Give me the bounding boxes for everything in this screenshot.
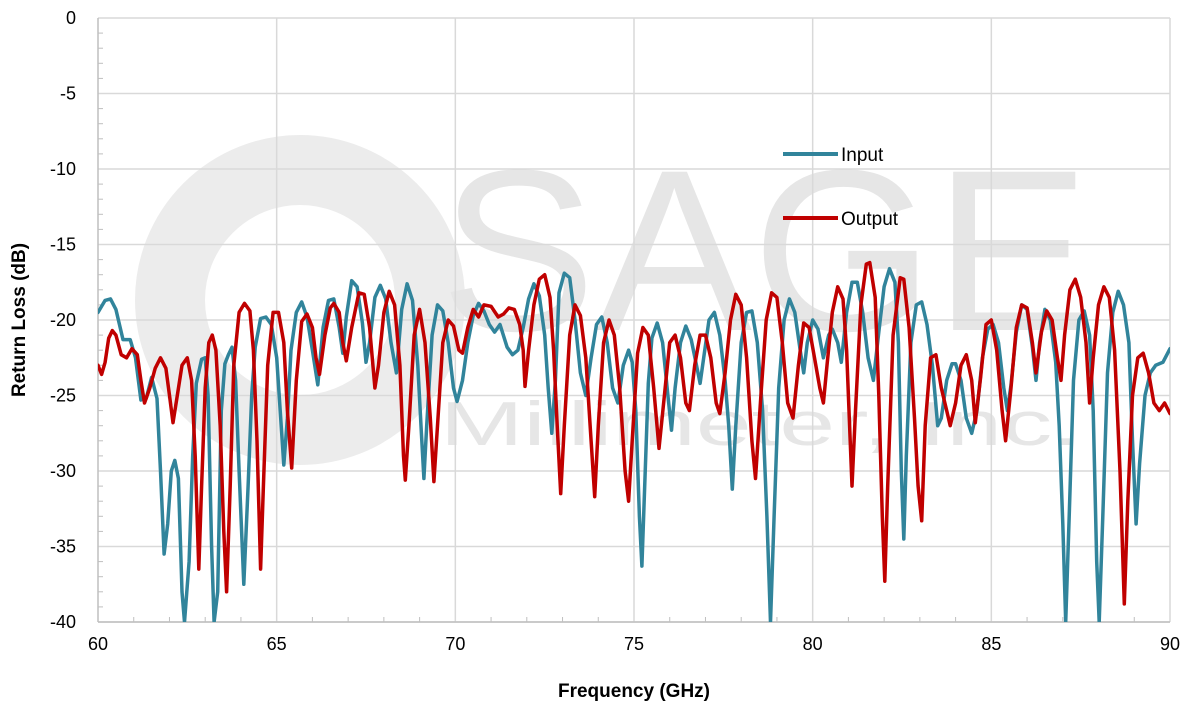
x-tick-label: 75: [624, 634, 644, 654]
series-layer: [98, 260, 1170, 622]
y-tick-label: -20: [50, 310, 76, 330]
x-tick-label: 85: [981, 634, 1001, 654]
y-axis-title: Return Loss (dB): [9, 243, 30, 397]
y-tick-label: -30: [50, 461, 76, 481]
legend-output-label: Output: [841, 209, 899, 230]
y-tick-label: -15: [50, 235, 76, 255]
legend-input-label: Input: [841, 145, 884, 166]
x-tick-label: 80: [803, 634, 823, 654]
legend: Input Output: [783, 145, 899, 230]
y-tick-label: 0: [66, 8, 76, 28]
x-tick-label: 60: [88, 634, 108, 654]
x-tick-labels: 60 65 70 75 80 85 90: [88, 634, 1180, 654]
y-tick-labels: 0 -5 -10 -15 -20 -25 -30 -35 -40: [50, 8, 76, 632]
y-tick-label: -25: [50, 386, 76, 406]
series-line-output: [98, 260, 1170, 606]
x-axis-title: Frequency (GHz): [558, 681, 710, 702]
y-tick-label: -10: [50, 159, 76, 179]
y-tick-label: -5: [60, 84, 76, 104]
y-tick-label: -35: [50, 537, 76, 557]
watermark-swoosh-icon: [135, 135, 465, 465]
x-tick-label: 70: [445, 634, 465, 654]
y-tick-label: -40: [50, 612, 76, 632]
x-tick-label: 90: [1160, 634, 1180, 654]
x-tick-label: 65: [267, 634, 287, 654]
watermark-logo: SAGE Millimeter, Inc.: [135, 122, 1090, 465]
